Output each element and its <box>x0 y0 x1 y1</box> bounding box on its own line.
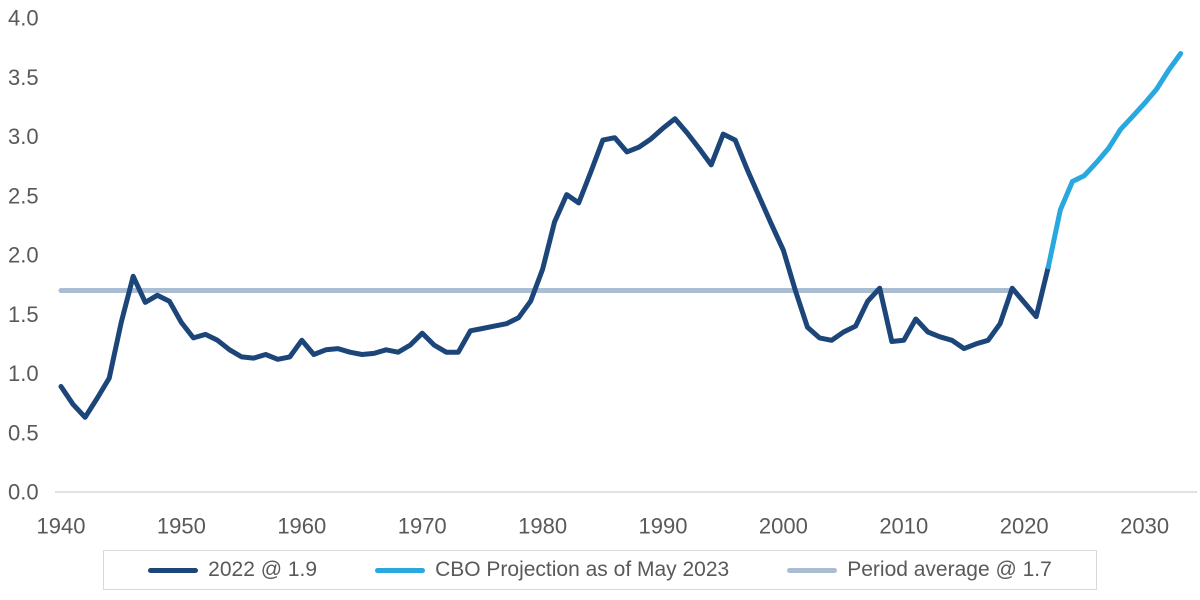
x-axis-tick-label: 1970 <box>398 514 447 539</box>
x-axis-tick-label: 1990 <box>639 514 688 539</box>
light-blue-line-swatch <box>375 567 426 573</box>
legend-label-period-average: Period average @ 1.7 <box>847 558 1052 581</box>
x-axis-tick-label: 1940 <box>37 514 86 539</box>
x-axis-tick-label: 1960 <box>277 514 326 539</box>
legend-label-cbo-projection: CBO Projection as of May 2023 <box>435 558 730 581</box>
legend-label-2022: 2022 @ 1.9 <box>208 558 318 581</box>
y-axis-tick-label: 4.0 <box>8 6 39 31</box>
y-axis-tick-label: 1.5 <box>8 302 39 327</box>
y-axis-tick-label: 1.0 <box>8 361 39 386</box>
y-axis-tick-label: 3.0 <box>8 124 39 149</box>
line-chart: 0.0 0.5 1.0 1.5 2.0 2.5 3.0 3.5 4.0 1940 1950 1960 1… <box>8 6 1197 539</box>
legend-item-2022: 2022 @ 1.9 <box>148 558 317 582</box>
y-axis-tick-label: 0.0 <box>8 480 39 505</box>
navy-line-swatch <box>148 567 199 573</box>
x-axis-tick-label: 2010 <box>879 514 928 539</box>
y-axis-tick-label: 2.5 <box>8 183 39 208</box>
legend-item-period-average: Period average @ 1.7 <box>787 558 1052 582</box>
x-axis-tick-label: 1980 <box>518 514 567 539</box>
x-axis-tick-label: 1950 <box>157 514 206 539</box>
y-axis-tick-label: 2.0 <box>8 243 39 268</box>
chart-legend: 2022 @ 1.9 CBO Projection as of May 2023… <box>103 550 1097 590</box>
y-axis-tick-label: 0.5 <box>8 420 39 445</box>
historical-series-line <box>58 116 1051 420</box>
gray-line-swatch <box>787 567 838 573</box>
cbo-projection-line <box>1045 51 1184 270</box>
x-axis-tick-label: 2020 <box>1000 514 1049 539</box>
legend-item-cbo-projection: CBO Projection as of May 2023 <box>375 558 729 582</box>
y-axis-tick-label: 3.5 <box>8 65 39 90</box>
x-axis-tick-label: 2030 <box>1120 514 1169 539</box>
x-axis-tick-label: 2000 <box>759 514 808 539</box>
chart-canvas: 0.0 0.5 1.0 1.5 2.0 2.5 3.0 3.5 4.0 1940 1950 1960 1… <box>8 6 1197 539</box>
